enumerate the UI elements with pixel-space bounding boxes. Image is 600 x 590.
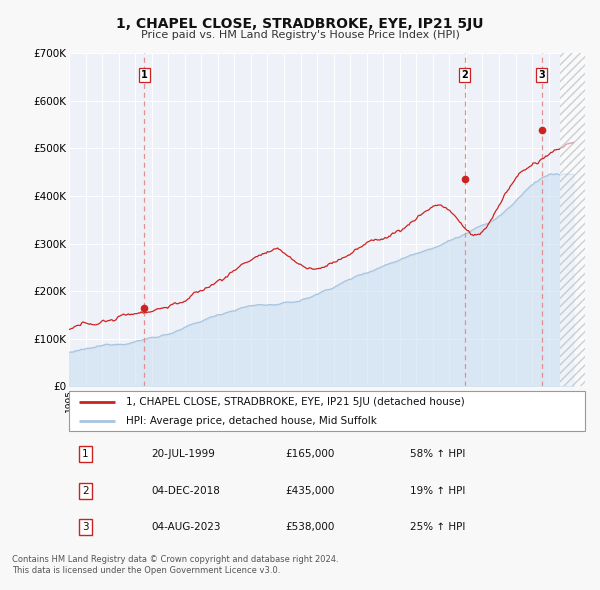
Text: 20-JUL-1999: 20-JUL-1999 [152, 449, 215, 459]
Text: 1: 1 [141, 70, 148, 80]
Text: £538,000: £538,000 [286, 522, 335, 532]
FancyBboxPatch shape [69, 391, 585, 431]
Text: Price paid vs. HM Land Registry's House Price Index (HPI): Price paid vs. HM Land Registry's House … [140, 30, 460, 40]
Text: £165,000: £165,000 [286, 449, 335, 459]
Text: 25% ↑ HPI: 25% ↑ HPI [410, 522, 465, 532]
Text: This data is licensed under the Open Government Licence v3.0.: This data is licensed under the Open Gov… [12, 566, 280, 575]
Text: 58% ↑ HPI: 58% ↑ HPI [410, 449, 465, 459]
Text: 3: 3 [538, 70, 545, 80]
Text: HPI: Average price, detached house, Mid Suffolk: HPI: Average price, detached house, Mid … [126, 416, 377, 426]
Text: 19% ↑ HPI: 19% ↑ HPI [410, 486, 465, 496]
Text: 1: 1 [82, 449, 89, 459]
Text: 1, CHAPEL CLOSE, STRADBROKE, EYE, IP21 5JU (detached house): 1, CHAPEL CLOSE, STRADBROKE, EYE, IP21 5… [126, 397, 464, 407]
Text: £435,000: £435,000 [286, 486, 335, 496]
Text: 2: 2 [82, 486, 89, 496]
Bar [560, 53, 585, 386]
Text: Contains HM Land Registry data © Crown copyright and database right 2024.: Contains HM Land Registry data © Crown c… [12, 555, 338, 563]
Text: 2: 2 [461, 70, 468, 80]
Text: 1, CHAPEL CLOSE, STRADBROKE, EYE, IP21 5JU: 1, CHAPEL CLOSE, STRADBROKE, EYE, IP21 5… [116, 17, 484, 31]
Text: 3: 3 [82, 522, 89, 532]
Text: 04-AUG-2023: 04-AUG-2023 [152, 522, 221, 532]
Text: 04-DEC-2018: 04-DEC-2018 [152, 486, 220, 496]
